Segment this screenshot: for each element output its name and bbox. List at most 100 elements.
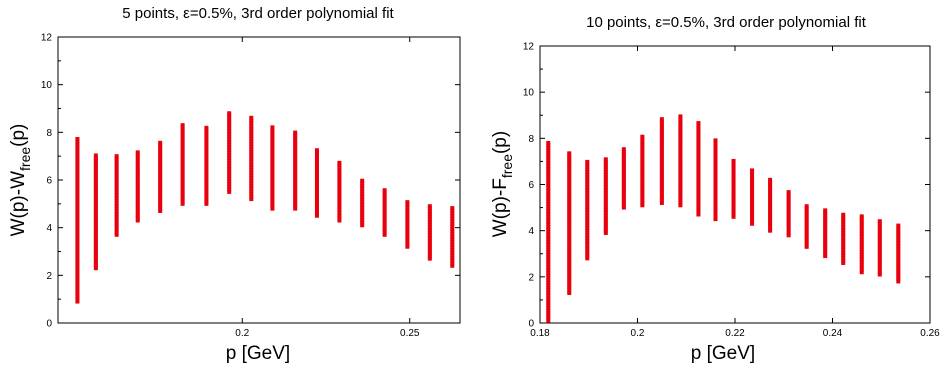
data-point xyxy=(93,216,98,221)
data-point xyxy=(750,186,755,191)
data-point xyxy=(585,190,590,195)
data-point xyxy=(450,245,455,250)
data-point xyxy=(75,231,80,236)
data-point xyxy=(249,197,254,202)
data-point xyxy=(180,186,185,191)
data-point xyxy=(567,207,572,212)
data-point xyxy=(567,242,572,247)
data-point xyxy=(135,187,140,192)
data-point xyxy=(678,114,683,119)
data-point xyxy=(227,145,232,150)
data-point xyxy=(158,148,163,153)
data-point xyxy=(314,205,319,210)
data-point xyxy=(546,189,551,194)
data-point xyxy=(603,172,608,177)
data-point xyxy=(696,182,701,187)
data-point xyxy=(427,225,432,230)
data-point xyxy=(567,166,572,171)
data-point xyxy=(713,151,718,156)
data-point xyxy=(158,156,163,161)
data-point xyxy=(603,157,608,162)
data-point xyxy=(713,153,718,158)
data-point xyxy=(877,259,882,264)
data-point xyxy=(859,214,864,219)
data-point xyxy=(804,204,809,209)
data-point xyxy=(293,185,298,190)
data-point xyxy=(621,172,626,177)
data-point xyxy=(546,245,551,250)
data-point xyxy=(93,190,98,195)
data-point xyxy=(713,196,718,201)
data-point xyxy=(896,261,901,266)
data-point xyxy=(227,147,232,152)
data-point xyxy=(896,248,901,253)
data-point xyxy=(841,253,846,258)
data-point xyxy=(546,196,551,201)
data-point xyxy=(567,184,572,189)
data-point xyxy=(546,298,551,303)
data-point xyxy=(546,191,551,196)
data-point xyxy=(546,234,551,239)
data-point xyxy=(585,200,590,205)
data-point xyxy=(382,201,387,206)
data-point xyxy=(75,241,80,246)
data-point xyxy=(75,165,80,170)
data-point xyxy=(659,129,664,134)
data-point xyxy=(841,238,846,243)
data-point xyxy=(249,173,254,178)
data-point xyxy=(621,154,626,159)
data-point xyxy=(158,177,163,182)
data-point xyxy=(270,125,275,130)
data-point xyxy=(158,208,163,213)
data-point xyxy=(293,130,298,135)
data-point xyxy=(841,243,846,248)
data-point xyxy=(546,311,551,316)
data-point xyxy=(75,202,80,207)
data-point xyxy=(804,206,809,211)
data-point xyxy=(93,156,98,161)
data-point xyxy=(314,163,319,168)
data-point xyxy=(158,193,163,198)
data-point xyxy=(180,180,185,185)
data-point xyxy=(678,116,683,121)
data-point xyxy=(93,203,98,208)
data-point xyxy=(696,126,701,131)
x-tick-label: 0.2 xyxy=(631,328,645,339)
data-point xyxy=(823,241,828,246)
data-point xyxy=(603,223,608,228)
data-point xyxy=(546,283,551,288)
data-point xyxy=(204,199,209,204)
data-point xyxy=(314,200,319,205)
data-point xyxy=(768,215,773,220)
data-point xyxy=(567,278,572,283)
data-point xyxy=(249,126,254,131)
data-point xyxy=(877,252,882,257)
data-point xyxy=(585,238,590,243)
data-point xyxy=(713,146,718,151)
data-point xyxy=(204,170,209,175)
data-point xyxy=(135,179,140,184)
data-point xyxy=(567,265,572,270)
data-point xyxy=(546,316,551,321)
data-point xyxy=(337,168,342,173)
data-point xyxy=(204,196,209,201)
data-point xyxy=(696,166,701,171)
data-point xyxy=(405,234,410,239)
data-point xyxy=(786,218,791,223)
data-point xyxy=(382,227,387,232)
data-point xyxy=(896,231,901,236)
data-point xyxy=(786,228,791,233)
data-point xyxy=(75,281,80,286)
data-point xyxy=(567,280,572,285)
data-point xyxy=(659,147,664,152)
data-point xyxy=(135,213,140,218)
data-point xyxy=(93,226,98,231)
data-point xyxy=(204,149,209,154)
data-point xyxy=(678,139,683,144)
data-point xyxy=(585,251,590,256)
data-point xyxy=(678,157,683,162)
data-point xyxy=(621,152,626,157)
data-point xyxy=(659,180,664,185)
data-point xyxy=(678,185,683,190)
data-point xyxy=(546,179,551,184)
